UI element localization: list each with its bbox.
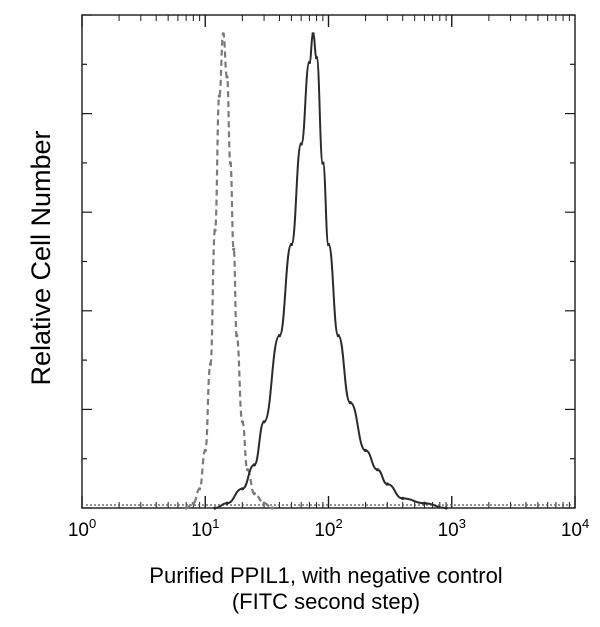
control-data-point: [225, 75, 229, 79]
sample-data-point: [385, 482, 389, 486]
sample-data-point: [315, 56, 319, 60]
control-data-point: [184, 506, 188, 510]
control-data-point: [228, 161, 232, 165]
sample-data-point: [277, 334, 282, 338]
sample-data-point: [299, 142, 303, 146]
control-data-point: [270, 506, 274, 510]
x-axis-tick-labels: 100 101 102 103 104: [68, 516, 589, 541]
sample-data-point: [289, 242, 293, 247]
sample-data-point: [213, 506, 217, 510]
control-data-point: [213, 228, 217, 232]
plot-frame: [81, 14, 576, 509]
x-tick-label: 103: [438, 516, 466, 541]
control-data-point: [221, 32, 225, 36]
sample-data-point: [444, 506, 448, 510]
x-tick-label: 104: [561, 516, 589, 541]
control-data-point: [208, 362, 212, 366]
y-axis-label: Relative Cell Number: [26, 130, 56, 385]
sample-histogram-line: [214, 32, 447, 509]
sample-data-point: [336, 334, 340, 338]
sample-data-point: [311, 32, 315, 36]
control-data-point: [240, 420, 244, 424]
control-data-point: [232, 247, 236, 251]
sample-data-point: [262, 420, 266, 424]
x-axis-label-line1: Purified PPIL1, with negative control: [149, 563, 502, 588]
control-data-point: [191, 501, 195, 505]
control-data-point: [245, 468, 250, 472]
sample-data-point: [321, 161, 325, 165]
sample-data-point: [364, 448, 368, 453]
control-data-point: [203, 448, 207, 453]
sample-data-point: [307, 60, 311, 65]
control-data-point: [217, 94, 221, 98]
sample-data-point: [348, 401, 352, 405]
control-data-point: [198, 487, 202, 491]
sample-data-point: [375, 468, 380, 472]
control-data-point: [252, 492, 256, 496]
sample-data-point: [422, 501, 426, 505]
control-data-point: [262, 501, 266, 505]
sample-data-point: [401, 496, 405, 500]
x-tick-label: 101: [191, 516, 219, 541]
control-data-point: [235, 334, 239, 338]
sample-data-point: [252, 463, 256, 467]
y-axis-ticks: [82, 14, 575, 509]
series-layer: [86, 32, 571, 510]
x-axis-ticks: [81, 15, 576, 508]
sample-data-point: [240, 487, 244, 491]
sample-data-point: [225, 501, 229, 505]
x-tick-label: 100: [68, 516, 96, 541]
x-axis-label-line2: (FITC second step): [232, 589, 420, 614]
sample-data-point: [326, 242, 331, 247]
x-tick-label: 102: [314, 516, 342, 541]
